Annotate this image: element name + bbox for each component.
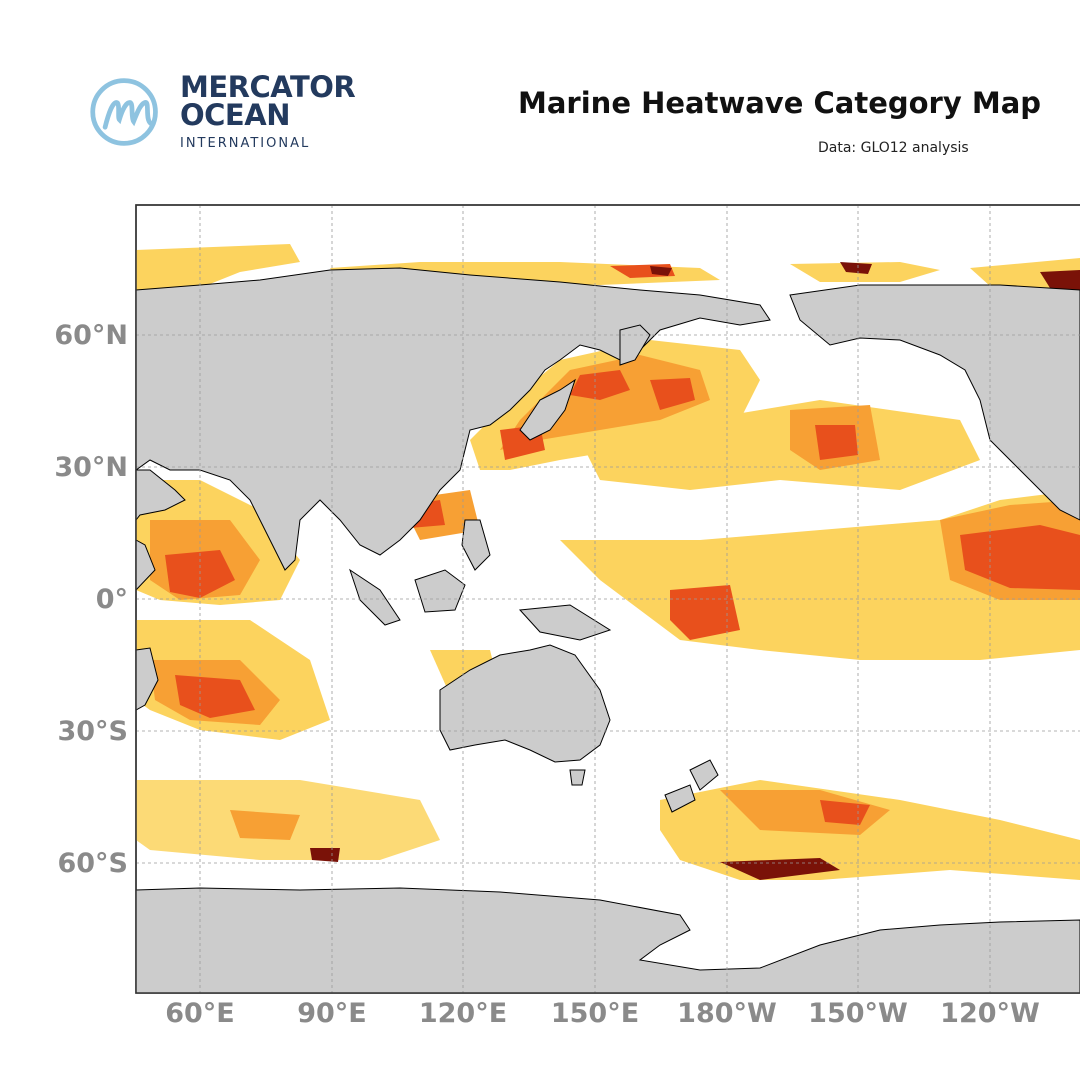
tasmania-landmass (569, 769, 586, 786)
lon-label-180w: 180°W (677, 998, 777, 1029)
logo-text-mercator: MERCATOR (180, 70, 356, 104)
map-title: Marine Heatwave Category Map (518, 86, 1042, 120)
mercator-ocean-logo: MERCATOR OCEAN INTERNATIONAL (88, 70, 378, 160)
lat-label-equator: 0° (96, 584, 128, 615)
lon-label-90e: 90°E (297, 998, 367, 1029)
new-guinea-landmass (518, 604, 612, 641)
lon-label-120w: 120°W (940, 998, 1040, 1029)
lon-label-60e: 60°E (165, 998, 235, 1029)
graticule (136, 205, 1080, 993)
new-zealand-landmass (689, 759, 719, 791)
lat-label-60s: 60°S (57, 848, 128, 879)
land-layer (135, 267, 1080, 994)
logo-text-international: INTERNATIONAL (180, 136, 311, 151)
logo-text-ocean: OCEAN (180, 98, 290, 132)
lon-label-120e: 120°E (419, 998, 507, 1029)
lat-label-60n: 60°N (54, 320, 128, 351)
japan-landmass (519, 378, 576, 441)
lon-label-150w: 150°W (808, 998, 908, 1029)
philippines-landmass (461, 519, 491, 571)
lat-label-30s: 30°S (57, 716, 128, 747)
sumatra-landmass (349, 568, 401, 626)
mercator-m-logo-icon (90, 78, 158, 146)
antarctica-landmass (135, 887, 1080, 994)
lat-label-30n: 30°N (54, 452, 128, 483)
australia-landmass (439, 644, 611, 763)
lon-label-150e: 150°E (551, 998, 639, 1029)
new-zealand-south-landmass (664, 784, 696, 813)
eurasia-landmass (135, 267, 771, 571)
map-subtitle: Data: GLO12 analysis (818, 140, 969, 156)
borneo-landmass (414, 569, 466, 613)
